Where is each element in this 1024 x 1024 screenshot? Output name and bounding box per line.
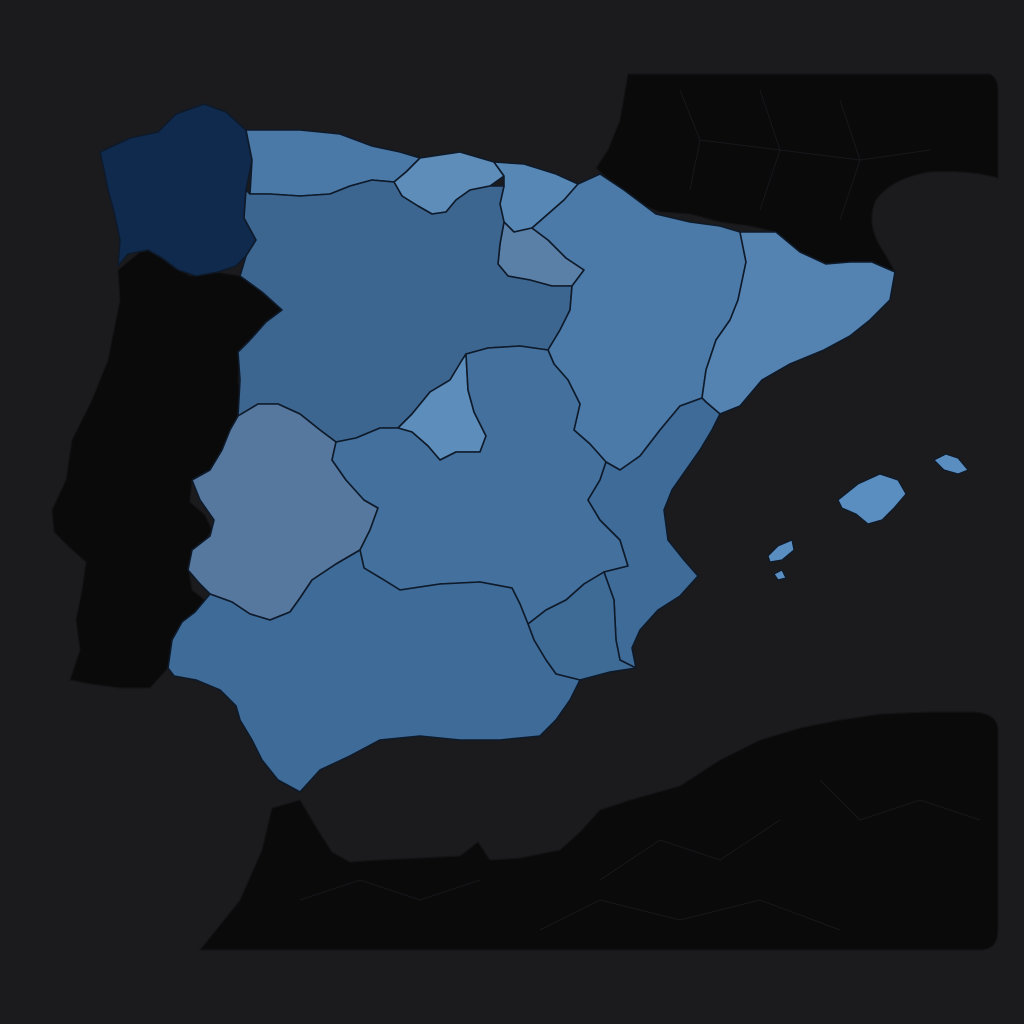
france-internal-borders: [679, 89, 931, 221]
island-mallorca: [837, 473, 907, 525]
region-andalusia: [167, 549, 581, 793]
island-menorca: [932, 453, 969, 475]
region-galicia: [99, 103, 257, 277]
africa-internal-borders: [299, 779, 981, 931]
island-formentera: [773, 569, 787, 581]
region-catalonia: [701, 231, 896, 415]
north-africa-landmass: [198, 711, 999, 951]
region-valencia: [587, 397, 721, 669]
island-ibiza: [767, 539, 795, 563]
